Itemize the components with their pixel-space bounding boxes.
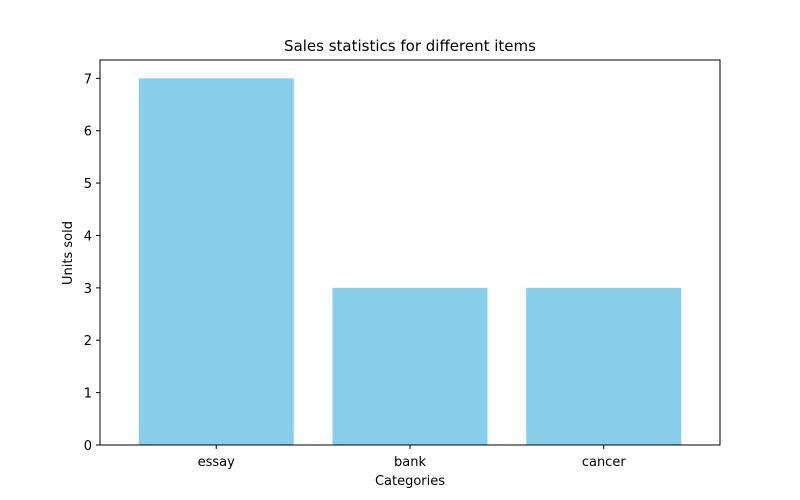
y-tick-label-4: 4 [84, 229, 92, 244]
chart-title: Sales statistics for different items [284, 37, 536, 55]
y-tick-label-5: 5 [84, 177, 92, 192]
x-tick-label-cancer: cancer [582, 455, 626, 470]
bar-bank [332, 287, 488, 445]
bar-cancer [526, 287, 682, 445]
y-axis-label: Units sold [61, 221, 76, 285]
x-tick-label-essay: essay [198, 455, 236, 470]
y-tick-label-1: 1 [84, 387, 92, 402]
y-tick-label-0: 0 [84, 439, 92, 454]
axes-frame [99, 59, 721, 446]
bar-essay [138, 78, 294, 445]
y-tick-label-2: 2 [84, 334, 92, 349]
x-axis-label: Categories [375, 474, 445, 489]
y-tick-label-3: 3 [84, 282, 92, 297]
y-tick-label-7: 7 [84, 72, 92, 87]
x-tick-label-bank: bank [394, 455, 426, 470]
plot-area: essay bank cancer 0 1 2 3 4 5 6 7 [84, 72, 682, 470]
y-tick-label-6: 6 [84, 125, 92, 140]
